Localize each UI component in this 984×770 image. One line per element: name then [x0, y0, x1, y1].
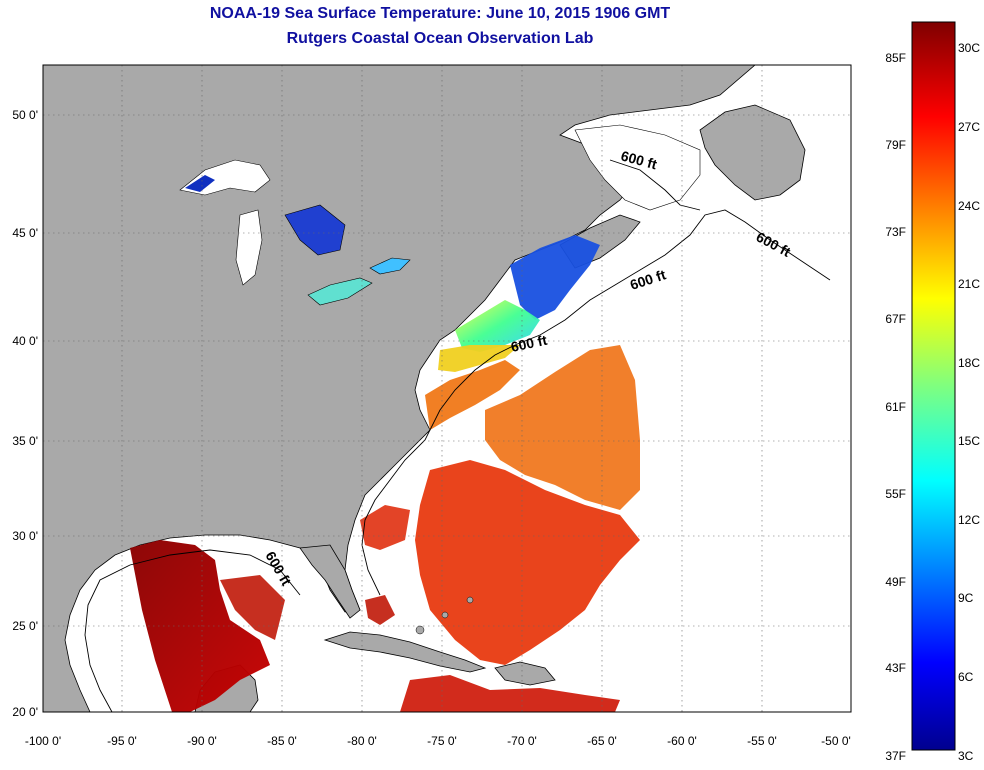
sst-florida-keys	[365, 595, 395, 625]
sst-carolina-shelf	[360, 505, 410, 550]
lon-tick-label: -85 0'	[267, 734, 297, 748]
sst-southeast-atlantic	[415, 460, 640, 665]
lat-tick-label: 25 0'	[12, 619, 38, 633]
colorbar-f-label: 67F	[885, 312, 906, 326]
lon-tick-label: -95 0'	[107, 734, 137, 748]
lon-tick-labels: -100 0' -95 0' -90 0' -85 0' -80 0' -75 …	[25, 734, 851, 748]
lon-tick-label: -60 0'	[667, 734, 697, 748]
lat-tick-label: 50 0'	[12, 108, 38, 122]
colorbar-c-label: 24C	[958, 199, 980, 213]
lake-superior-sst	[185, 175, 215, 192]
contour-600ft	[361, 209, 831, 596]
lat-tick-label: 45 0'	[12, 226, 38, 240]
colorbar-c-label: 12C	[958, 513, 980, 527]
lake-ontario	[369, 257, 411, 275]
colorbar-f-label: 85F	[885, 51, 906, 65]
map-title: NOAA-19 Sea Surface Temperature: June 10…	[209, 5, 671, 22]
bahamas-island	[466, 596, 474, 604]
lat-tick-label: 20 0'	[12, 705, 38, 719]
colorbar-c-label: 6C	[958, 670, 974, 684]
lon-tick-label: -100 0'	[25, 734, 61, 748]
colorbar-c-label: 3C	[958, 749, 974, 763]
contour-600ft-gom-shelf	[609, 159, 701, 211]
colorbar-f-label: 43F	[885, 661, 906, 675]
colorbar-f-label: 37F	[885, 749, 906, 763]
colorbar-c-label: 9C	[958, 591, 974, 605]
colorbar-f-label: 55F	[885, 487, 906, 501]
sst-mid-atlantic	[438, 345, 520, 372]
colorbar	[911, 21, 956, 751]
contour-600ft-gulf	[84, 549, 301, 712]
gulf-st-lawrence	[574, 124, 701, 211]
hispaniola-land	[494, 661, 556, 686]
lake-huron	[284, 204, 346, 256]
florida-land	[299, 544, 361, 619]
colorbar-c-labels: 30C 27C 24C 21C 18C 15C 12C 9C 6C 3C	[958, 41, 980, 763]
lon-tick-label: -80 0'	[347, 734, 377, 748]
sst-gulf-east	[220, 575, 285, 640]
sst-gulf-stream	[485, 345, 640, 510]
lon-tick-label: -65 0'	[587, 734, 617, 748]
lon-tick-label: -90 0'	[187, 734, 217, 748]
colorbar-c-label: 30C	[958, 41, 980, 55]
bahamas-island	[415, 625, 425, 635]
lat-tick-label: 35 0'	[12, 434, 38, 448]
sst-gulf-of-mexico	[130, 540, 270, 712]
sst-southern-ne	[455, 300, 540, 352]
colorbar-c-label: 21C	[958, 277, 980, 291]
lat-tick-label: 30 0'	[12, 529, 38, 543]
lon-tick-label: -70 0'	[507, 734, 537, 748]
lake-michigan	[235, 209, 263, 286]
colorbar-f-labels: 85F 79F 73F 67F 61F 55F 49F 43F 37F	[885, 51, 906, 763]
contour-label: 600 ft	[509, 332, 548, 355]
lon-tick-label: -75 0'	[427, 734, 457, 748]
lon-tick-label: -50 0'	[821, 734, 851, 748]
colorbar-f-label: 61F	[885, 400, 906, 414]
map-subtitle: Rutgers Coastal Ocean Observation Lab	[286, 30, 594, 47]
bahamas-island	[441, 611, 449, 619]
colorbar-f-label: 73F	[885, 225, 906, 239]
lake-erie	[307, 277, 373, 306]
colorbar-f-label: 79F	[885, 138, 906, 152]
sst-hatteras	[425, 360, 520, 430]
colorbar-c-label: 18C	[958, 356, 980, 370]
lat-tick-labels: 50 0' 45 0' 40 0' 35 0' 30 0' 25 0' 20 0…	[12, 108, 38, 719]
sst-gulf-of-maine	[510, 235, 600, 320]
colorbar-c-label: 27C	[958, 120, 980, 134]
newfoundland-land	[699, 104, 806, 201]
colorbar-c-label: 15C	[958, 434, 980, 448]
lat-tick-label: 40 0'	[12, 334, 38, 348]
colorbar-f-label: 49F	[885, 575, 906, 589]
lon-tick-label: -55 0'	[747, 734, 777, 748]
cuba-land	[323, 631, 487, 673]
sst-caribbean	[400, 675, 620, 712]
